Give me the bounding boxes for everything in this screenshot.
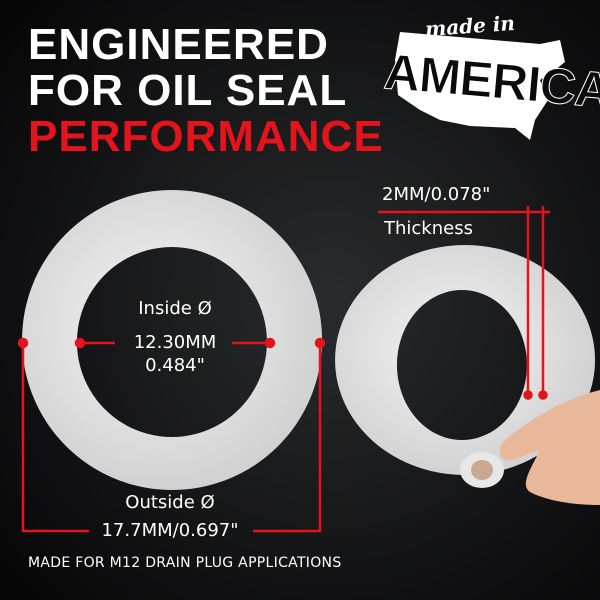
- usa-map-logo: [395, 32, 565, 140]
- thickness-dimension-lines: [378, 206, 550, 400]
- washer-front: [22, 190, 323, 490]
- headline: ENGINEERED FOR OIL SEAL PERFORMANCE: [28, 22, 384, 160]
- outside-dimension-lines: [17, 337, 326, 533]
- inside-mm: 12.30MM: [133, 332, 217, 353]
- hand: [499, 390, 600, 505]
- inside-inch: 0.484": [145, 355, 205, 376]
- outside-label: Outside Ø: [125, 492, 215, 513]
- outside-value: 17.7MM/0.697": [101, 520, 239, 541]
- thickness-value: 2MM/0.078": [382, 184, 491, 205]
- headline-line-3: PERFORMANCE: [28, 112, 384, 161]
- inside-label: Inside Ø: [138, 298, 212, 319]
- inside-dimension-lines: [74, 337, 276, 349]
- headline-line-1: ENGINEERED: [28, 20, 329, 69]
- footer-note: MADE FOR M12 DRAIN PLUG APPLICATIONS: [28, 555, 342, 571]
- washer-angled: [335, 245, 596, 475]
- thickness-label: Thickness: [384, 218, 473, 239]
- headline-line-2: FOR OIL SEAL: [28, 66, 348, 115]
